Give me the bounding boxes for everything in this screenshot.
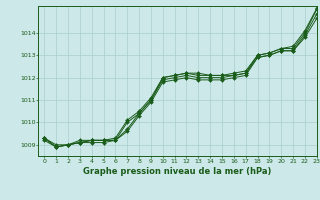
X-axis label: Graphe pression niveau de la mer (hPa): Graphe pression niveau de la mer (hPa): [84, 167, 272, 176]
